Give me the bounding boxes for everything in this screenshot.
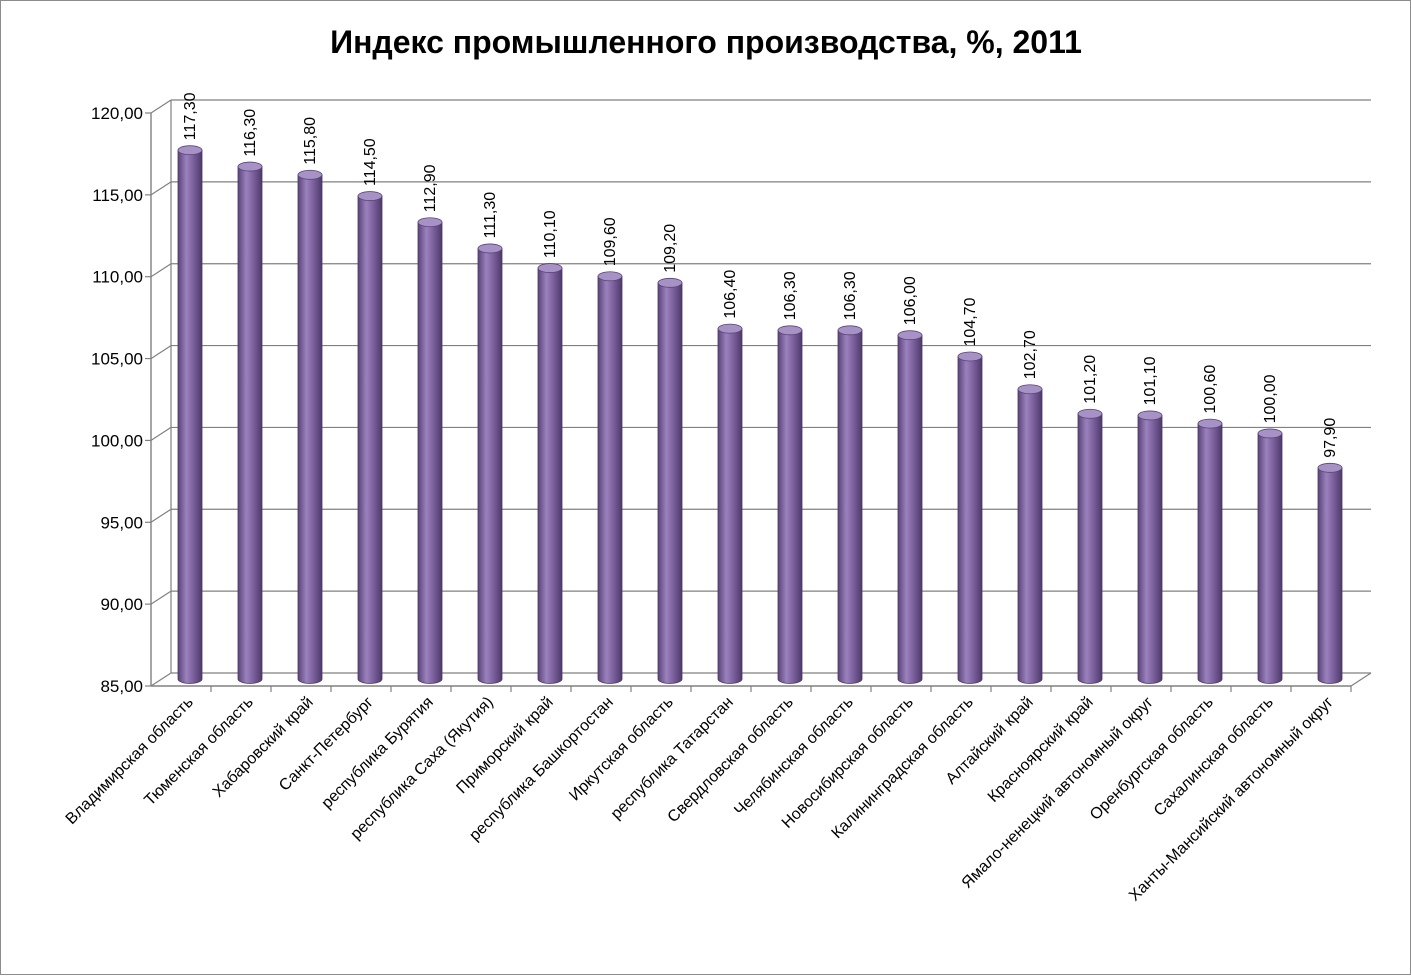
value-label: 106,30 [842,271,859,320]
bar [957,351,983,684]
gridline [150,590,1371,605]
bar [1197,418,1223,684]
bar [777,325,803,684]
value-label: 109,60 [602,217,619,266]
value-label: 101,10 [1142,356,1159,405]
category-label: Ханты-Мансийский автономный округ [1126,694,1337,905]
axes [145,100,1372,692]
value-label: 114,50 [362,138,379,186]
bar [1137,410,1163,684]
value-label: 100,60 [1202,365,1219,414]
bar [1017,384,1043,684]
y-tick-label: 85,00 [100,677,143,696]
category-label: Красноярский край [985,694,1097,806]
value-label: 116,30 [242,109,259,157]
category-label: Свердловская область [665,694,797,826]
value-label: 97,90 [1322,418,1339,458]
category-label: Сахалинская область [1151,694,1277,820]
bar [897,330,923,684]
category-label: Иркутская область [566,694,677,805]
value-label: 109,20 [662,224,679,273]
floor-right-edge [1350,672,1372,687]
value-label: 100,00 [1262,374,1279,423]
y-tick-label: 110,00 [92,268,143,287]
bar [297,169,323,684]
value-label: 117,30 [182,92,199,140]
bar [237,161,263,684]
value-label: 102,70 [1022,330,1039,379]
bar [357,191,383,684]
bar [1317,462,1343,684]
gridlines [150,99,1371,687]
value-label: 106,00 [902,276,919,325]
category-label: Хабаровский край [210,694,317,801]
bar [1077,408,1103,684]
category-label: Оренбургская область [1087,694,1217,824]
bar [177,145,203,684]
bar [717,323,743,684]
value-label: 106,30 [782,271,799,320]
bar [597,271,623,684]
bars [177,145,1343,684]
bar [477,243,503,684]
category-label: Челябинская область [731,694,857,820]
value-label: 101,20 [1082,355,1099,404]
value-label: 106,40 [722,270,739,319]
gridline [150,426,1371,441]
value-label: 112,90 [422,164,439,212]
value-label: 110,10 [542,210,559,258]
y-tick-label: 115,00 [92,186,143,205]
value-label: 111,30 [482,192,499,239]
gridline [150,344,1371,360]
chart-title: Индекс промышленного производства, %, 20… [330,24,1082,60]
category-label: республика Бурятия [318,694,436,812]
bar [537,263,563,684]
category-label: Тюменская область [141,694,256,809]
y-tick-label: 95,00 [100,513,143,532]
bar [1257,428,1283,684]
gridline [150,508,1371,523]
value-labels: 117,30 116,30 115,80 114,50 112,90 111,30 110,… [182,92,1339,457]
y-tick-label: 90,00 [100,595,143,614]
gridline [150,263,1371,278]
value-label: 115,80 [302,117,319,165]
category-label: республика Татарстан [608,694,737,823]
bar [657,277,683,684]
gridline [150,672,172,687]
gridline [150,99,1371,114]
y-axis-tick-labels: 85,00 90,00 95,00 100,00 105,00 110,00 115,00 1… [91,104,143,696]
y-tick-label: 120,00 [91,104,143,123]
bar [837,325,863,684]
bar [417,217,443,684]
value-label: 104,70 [962,297,979,346]
y-tick-label: 105,00 [91,350,143,369]
y-tick-label: 100,00 [91,431,143,450]
gridline [150,181,1371,196]
